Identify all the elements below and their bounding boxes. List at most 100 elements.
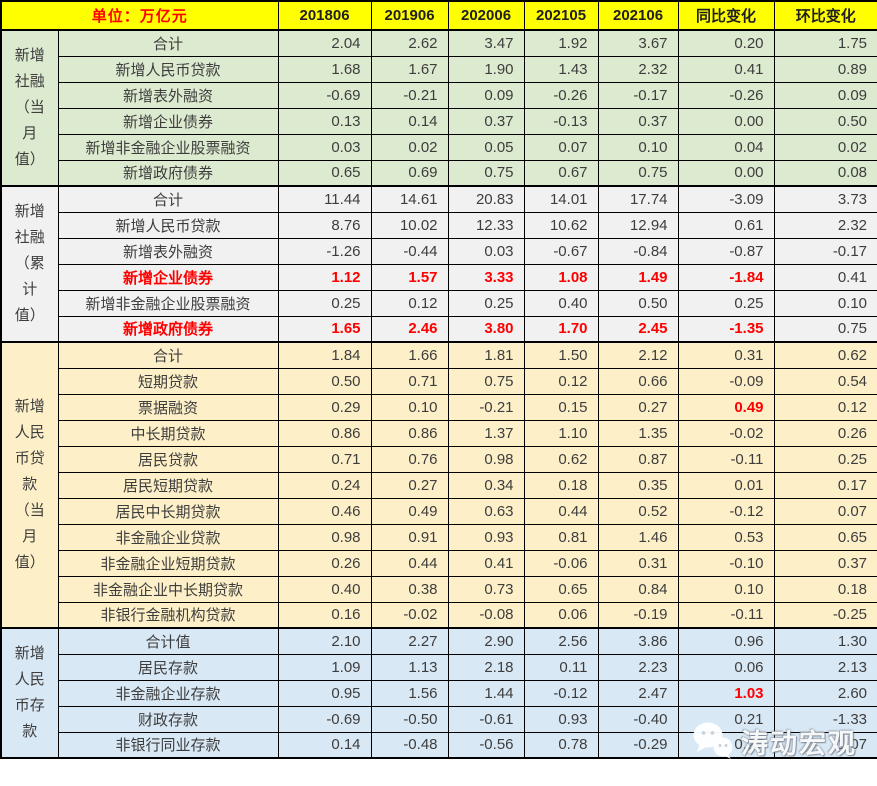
table-row: 新增 人民 币贷款（当月值） 合计 1.84 1.66 1.81 1.50 2.12 0.31 0.… [0,341,877,629]
group-label: 新增 社融 （当月值） [0,29,59,187]
header-row: 单位：万亿元 201806 201906 202006 202105 202106 同比变… [0,0,877,31]
value-cell: 0.27 [677,731,775,759]
value-cell: 2.04 [277,29,372,57]
table-row: 非银行金融机构贷款 0.16 -0.02 -0.08 0.06 -0.19 -0.11 -0.… [1,601,877,629]
value-cell: 1.81 [447,341,525,369]
group-label-line: 月 [22,125,38,142]
row-label: 中长期贷款 [57,419,279,447]
value-cell: 0.65 [523,575,599,603]
table-row: 新增企业债券 0.13 0.14 0.37 -0.13 0.37 0.00 0.50 [1,107,877,135]
value-cell: -1.35 [677,315,775,343]
value-cell: 0.89 [773,55,877,83]
value-cell: -1.26 [277,237,372,265]
value-cell: 0.25 [677,289,775,317]
row-label: 新增企业债券 [57,263,279,291]
value-cell: 0.35 [597,471,679,499]
value-cell: 2.32 [597,55,679,83]
value-cell: 0.75 [597,159,679,187]
group-label-line: 月 [22,528,38,545]
value-cell: 2.45 [597,315,679,343]
table-row: 新增表外融资 -1.26 -0.44 0.03 -0.67 -0.84 -0.87 -0.17 [1,237,877,265]
table-row: 短期贷款 0.50 0.71 0.75 0.12 0.66 -0.09 0.54 [1,367,877,395]
value-cell: 0.40 [277,575,372,603]
value-cell: 14.61 [370,185,449,213]
value-cell: 0.29 [277,393,372,421]
value-cell: 0.10 [773,289,877,317]
value-cell: 0.54 [773,367,877,395]
value-cell: 0.26 [277,549,372,577]
value-cell: 0.41 [677,55,775,83]
value-cell: 2.10 [277,627,372,655]
row-label: 居民贷款 [57,445,279,473]
value-cell: 2.60 [773,679,877,707]
value-cell: 2.62 [370,29,449,57]
row-label: 非金融企业存款 [57,679,279,707]
row-label: 财政存款 [57,705,279,733]
value-cell: 0.71 [370,367,449,395]
value-cell: -0.09 [677,367,775,395]
value-cell: 2.23 [597,653,679,681]
value-cell: 1.30 [773,627,877,655]
value-cell: 0.18 [773,575,877,603]
column-header: 201806 [277,0,372,31]
value-cell: 3.86 [597,627,679,655]
value-cell: 0.24 [277,471,372,499]
group-label-line: 款 [22,723,38,740]
row-label: 非银行金融机构贷款 [57,601,279,629]
row-label: 合计 [57,29,279,57]
value-cell: -0.29 [597,731,679,759]
group-label-line: 币贷 [14,450,45,467]
value-cell: 0.66 [597,367,679,395]
value-cell: 0.75 [447,367,525,395]
value-cell: 3.67 [597,29,679,57]
value-cell: 0.25 [773,445,877,473]
value-cell: -0.19 [597,601,679,629]
value-cell: 3.33 [447,263,525,291]
value-cell: 1.46 [597,523,679,551]
table-row: 新增非金融企业股票融资 0.25 0.12 0.25 0.40 0.50 0.25 0.10 [1,289,877,317]
group-label: 新增 人民 币贷款 （当月值） [0,341,59,629]
value-cell: 0.91 [370,523,449,551]
value-cell: 0.07 [523,133,599,161]
value-cell: 0.84 [597,575,679,603]
value-cell: 1.56 [370,679,449,707]
value-cell: 0.13 [277,107,372,135]
group-label-line: （当 [14,502,45,519]
value-cell: 0.41 [773,263,877,291]
value-cell: 14.01 [523,185,599,213]
row-label: 非金融企业短期贷款 [57,549,279,577]
value-cell: 2.32 [773,211,877,239]
row-label: 新增政府债券 [57,315,279,343]
value-cell: 0.21 [677,705,775,733]
value-cell: -0.67 [523,237,599,265]
value-cell: 0.01 [677,471,775,499]
value-cell: 0.34 [447,471,525,499]
value-cell: 1.03 [677,679,775,707]
value-cell: 0.62 [523,445,599,473]
value-cell: 0.09 [773,81,877,109]
table-row: 新增企业债券 1.12 1.57 3.33 1.08 1.49 -1.84 0.41 [1,263,877,291]
value-cell: 0.09 [447,81,525,109]
value-cell: 0.02 [370,133,449,161]
value-cell: -0.84 [597,237,679,265]
value-cell: -0.25 [773,601,877,629]
value-cell: 0.31 [677,341,775,369]
table-row: 居民中长期贷款 0.46 0.49 0.63 0.44 0.52 -0.12 0.07 [1,497,877,525]
value-cell: 0.50 [277,367,372,395]
value-cell: 1.75 [773,29,877,57]
value-cell: 1.66 [370,341,449,369]
value-cell: 2.18 [447,653,525,681]
value-cell: 0.20 [677,29,775,57]
group-label-line: 值） [14,151,45,168]
table-row: 新增表外融资 -0.69 -0.21 0.09 -0.26 -0.17 -0.26 0.09 [1,81,877,109]
table-row: 新增人民币贷款 8.76 10.02 12.33 10.62 12.94 0.61 2.32 [1,211,877,239]
column-header: 环比变化 [773,0,877,31]
value-cell: -0.61 [447,705,525,733]
table-body: 新增 社融 （当月值） 合计 2.04 2.62 3.47 1.92 3.67 0.20 1.75 新… [0,29,877,759]
group-label: 新增 人民 币存款 [0,627,59,759]
value-cell: 1.70 [523,315,599,343]
value-cell: 1.84 [277,341,372,369]
group-label-line: 人民 [14,424,45,441]
value-cell: -0.10 [677,549,775,577]
value-cell: -0.56 [447,731,525,759]
